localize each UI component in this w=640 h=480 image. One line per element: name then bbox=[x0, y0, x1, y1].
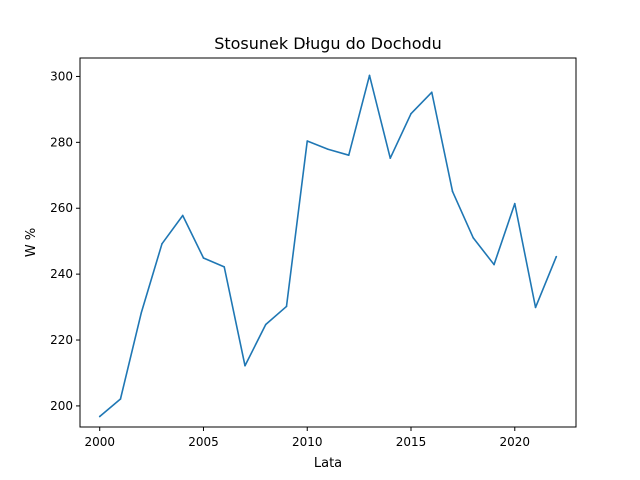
x-tick-label: 2015 bbox=[396, 435, 427, 449]
series-line bbox=[98, 74, 558, 418]
y-tick-label: 300 bbox=[50, 69, 73, 83]
data-point bbox=[347, 154, 350, 156]
data-point bbox=[306, 140, 309, 142]
data-point bbox=[513, 202, 516, 205]
y-tick-label: 200 bbox=[50, 399, 73, 413]
x-tick-label: 2000 bbox=[84, 435, 115, 449]
data-point bbox=[119, 398, 122, 400]
data-points bbox=[98, 74, 558, 418]
data-point bbox=[555, 255, 558, 258]
data-point bbox=[534, 306, 537, 309]
data-point bbox=[223, 266, 226, 268]
x-tick-label: 2010 bbox=[292, 435, 323, 449]
data-point bbox=[98, 415, 101, 418]
y-axis-label: W % bbox=[24, 228, 39, 257]
y-tick-label: 260 bbox=[50, 201, 73, 215]
data-point bbox=[430, 91, 433, 94]
data-point bbox=[451, 190, 454, 193]
x-axis: 2000 2005 2010 2015 2020 bbox=[84, 427, 530, 449]
plot-frame bbox=[79, 57, 577, 428]
chart-title: Stosunek Długu do Dochodu bbox=[214, 34, 442, 53]
data-point bbox=[202, 257, 205, 259]
data-point bbox=[161, 243, 163, 245]
data-point bbox=[140, 312, 143, 314]
data-point bbox=[285, 305, 288, 308]
y-tick-label: 280 bbox=[50, 135, 73, 149]
y-tick-label: 240 bbox=[50, 267, 73, 281]
data-point bbox=[493, 263, 495, 266]
data-point bbox=[389, 157, 392, 159]
x-axis-label: Lata bbox=[314, 456, 342, 471]
data-point bbox=[181, 214, 184, 217]
data-point bbox=[472, 237, 475, 239]
data-point bbox=[368, 74, 371, 77]
y-axis: 200 220 240 260 280 300 bbox=[50, 69, 80, 413]
data-point bbox=[410, 112, 412, 115]
data-point bbox=[244, 364, 246, 367]
x-tick-label: 2020 bbox=[500, 435, 531, 449]
data-point bbox=[327, 148, 329, 151]
y-tick-label: 220 bbox=[50, 333, 73, 347]
data-point bbox=[264, 323, 267, 326]
x-tick-label: 2005 bbox=[188, 435, 219, 449]
